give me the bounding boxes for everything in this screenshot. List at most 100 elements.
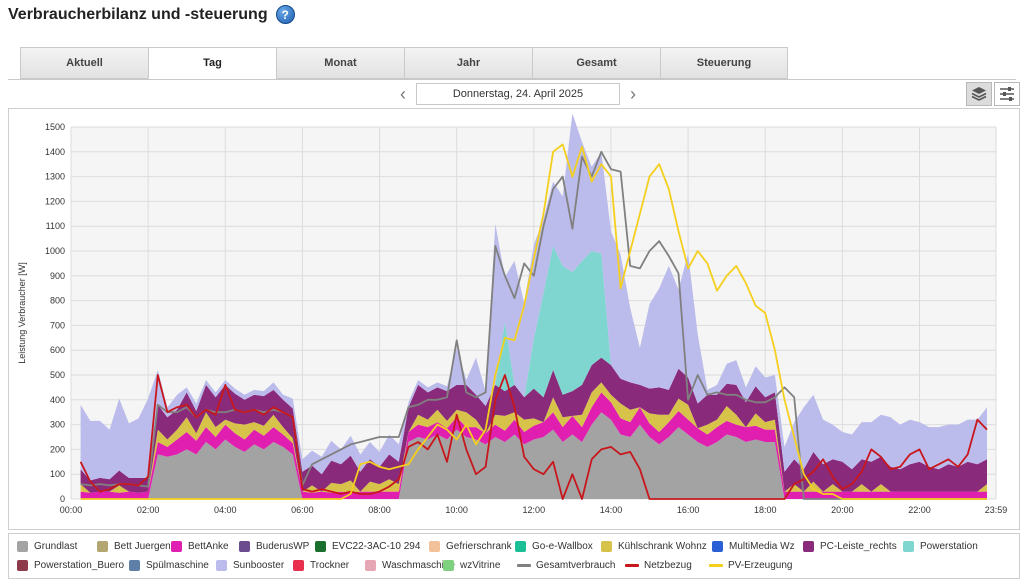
y-tick-label: 100 [50,469,65,479]
y-tick-label: 1000 [45,246,65,256]
date-display[interactable]: Donnerstag, 24. April 2025 [416,83,620,105]
tab-steuerung[interactable]: Steuerung [660,47,788,79]
x-axis-ticks: 00:00 02:00 04:00 06:00 08:00 10:00 12:00 14:00… [60,505,1008,515]
next-day-icon[interactable]: › [630,83,636,104]
sliders-icon [1000,87,1014,101]
area-sunbooster [80,113,988,481]
y-tick-label: 200 [50,444,65,454]
y-tick-label: 700 [50,320,65,330]
legend-item-bettanke[interactable]: BettAnke [171,541,229,552]
y-tick-label: 600 [50,345,65,355]
legend-swatch [171,541,182,552]
legend-label: PC-Leiste_rechts [820,541,897,552]
legend-label: Powerstation_Buero [34,560,125,571]
date-navigator: ‹ Donnerstag, 24. April 2025 › [396,83,640,105]
y-tick-label: 300 [50,420,65,430]
area-powerstation [80,246,988,481]
chart-legend: Grundlast Bett Juergen BettAnke BuderusWP EV… [8,533,1020,579]
legend-swatch [97,541,108,552]
legend-item-k-hlschrank-wohnz[interactable]: Kühlschrank Wohnz [601,541,707,552]
list-view-button[interactable] [994,82,1020,106]
line-netzbezug [79,374,988,500]
x-tick-label: 12:00 [523,505,546,515]
page-title-text: Verbraucherbilanz und -steuerung [8,5,268,23]
tab-divider [8,79,1016,80]
stacked-areas [80,113,988,499]
layers-icon [971,87,987,101]
y-tick-label: 1200 [45,196,65,206]
y-tick-label: 1500 [45,122,65,132]
legend-label: Go-e-Wallbox [532,541,593,552]
legend-swatch [712,541,723,552]
legend-label: Gesamtverbrauch [536,560,616,571]
legend-swatch [515,541,526,552]
stacked-view-button[interactable] [966,82,992,106]
previous-day-icon[interactable]: ‹ [400,83,406,104]
line-gesamtverbrauch [80,150,987,500]
legend-item-multimedia-wz[interactable]: MultiMedia Wz [712,541,795,552]
legend-item-go-e-wallbox[interactable]: Go-e-Wallbox [515,541,593,552]
series-lines [79,143,988,500]
x-tick-label: 16:00 [677,505,700,515]
legend-item-sp-lmaschine[interactable]: Spülmaschine [129,560,209,571]
legend-swatch [239,541,250,552]
legend-swatch [443,560,454,571]
legend-label: Bett Juergen [114,541,171,552]
legend-swatch [429,541,440,552]
x-tick-label: 08:00 [368,505,391,515]
x-tick-label: 18:00 [754,505,777,515]
legend-label: wzVitrine [460,560,501,571]
tab-tag[interactable]: Tag [148,47,276,79]
area-grundlast [80,412,988,499]
y-tick-label: 1100 [46,221,65,231]
legend-item-netzbezug[interactable]: Netzbezug [625,560,692,571]
help-icon[interactable]: ? [275,5,295,24]
tab-gesamt[interactable]: Gesamt [532,47,660,79]
legend-swatch [365,560,376,571]
tab-jahr[interactable]: Jahr [404,47,532,79]
legend-swatch [17,560,28,571]
x-tick-label: 00:00 [60,505,83,515]
legend-swatch [625,564,639,567]
legend-item-powerstation-buero[interactable]: Powerstation_Buero [17,560,124,571]
tab-aktuell[interactable]: Aktuell [20,47,148,79]
legend-item-trockner[interactable]: Trockner [293,560,349,571]
legend-item-gesamtverbrauch[interactable]: Gesamtverbrauch [517,560,615,571]
x-tick-label: 02:00 [137,505,160,515]
y-tick-label: 1400 [45,147,65,157]
legend-item-sunbooster[interactable]: Sunbooster [216,560,284,571]
y-tick-label: 400 [50,395,65,405]
legend-item-wzvitrine[interactable]: wzVitrine [443,560,500,571]
legend-swatch [903,541,914,552]
view-tabs: Aktuell Tag Monat Jahr Gesamt Steuerung [20,47,788,79]
legend-label: EVC22-3AC-10 294 [332,541,421,552]
legend-swatch [601,541,612,552]
legend-item-bett-juergen[interactable]: Bett Juergen [97,541,171,552]
legend-label: Sunbooster [233,560,285,571]
legend-item-pv-erzeugung[interactable]: PV-Erzeugung [709,560,793,571]
x-tick-label: 22:00 [908,505,931,515]
legend-item-pc-leiste-rechts[interactable]: PC-Leiste_rechts [803,541,897,552]
legend-item-buderuswp[interactable]: BuderusWP [239,541,309,552]
legend-item-waschmaschine[interactable]: Waschmaschine [365,560,455,571]
tab-monat[interactable]: Monat [276,47,404,79]
legend-label: Trockner [310,560,350,571]
area-pc-leiste-rechts [80,357,988,493]
y-tick-label: 500 [50,370,65,380]
x-tick-label: 10:00 [445,505,468,515]
page-title: Verbraucherbilanz und -steuerung ? [8,5,295,24]
chart-area: 0 100 200 300 400 500 600 700 800 900 1000 1100 1200… [8,108,1020,530]
legend-label: Grundlast [34,541,78,552]
legend-item-evc22-3ac-10-294[interactable]: EVC22-3AC-10 294 [315,541,420,552]
legend-item-gefrierschrank[interactable]: Gefrierschrank [429,541,512,552]
legend-swatch [216,560,227,571]
legend-label: BuderusWP [256,541,310,552]
legend-item-grundlast[interactable]: Grundlast [17,541,77,552]
legend-swatch [315,541,326,552]
legend-label: Spülmaschine [146,560,209,571]
x-tick-label: 06:00 [291,505,314,515]
y-tick-label: 800 [50,296,65,306]
legend-label: MultiMedia Wz [729,541,795,552]
legend-item-powerstation[interactable]: Powerstation [903,541,978,552]
x-tick-label: 04:00 [214,505,237,515]
